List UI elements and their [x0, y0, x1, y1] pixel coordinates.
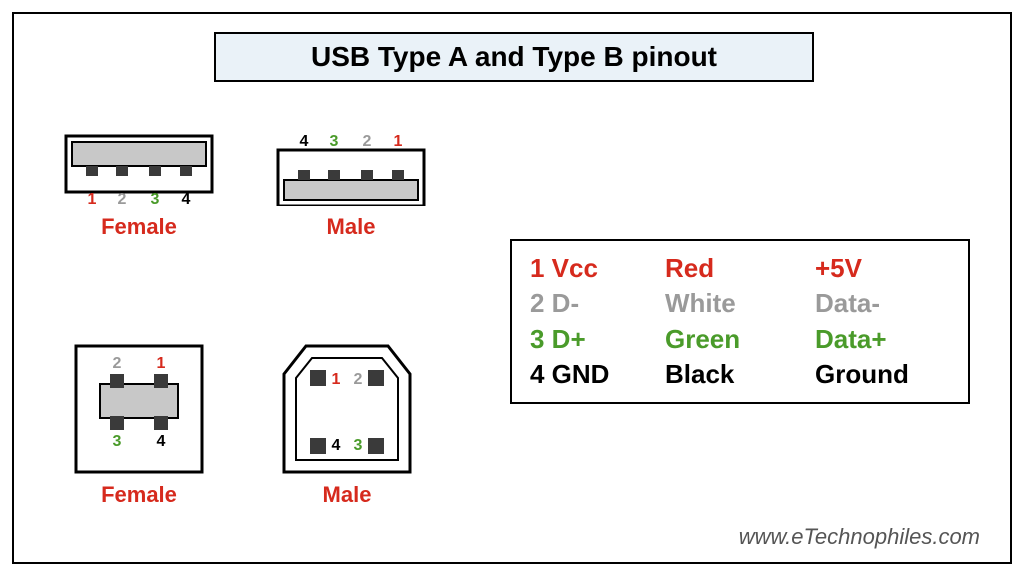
legend-pin: 2 D-: [530, 288, 665, 319]
legend-color: White: [665, 288, 815, 319]
pin-2-label: 2: [113, 355, 122, 372]
type-b-male-svg: 1 2 4 3: [282, 344, 412, 474]
type-b-female-svg: 2 1 3 4: [74, 344, 204, 474]
pin-3-label: 3: [330, 134, 339, 150]
legend-desc: Ground: [815, 359, 950, 390]
legend-color: Black: [665, 359, 815, 390]
type-a-female: 1 2 3 4 Female: [64, 134, 214, 240]
type-b-female: 2 1 3 4 Female: [74, 344, 204, 508]
legend-pin: 3 D+: [530, 324, 665, 355]
legend-color: Red: [665, 253, 815, 284]
pin-2-label: 2: [363, 134, 372, 150]
type-a-male: 4 3 2 1 Male: [276, 134, 426, 240]
male-label: Male: [323, 482, 372, 508]
pin-1-label: 1: [157, 355, 166, 372]
title-box: USB Type A and Type B pinout: [214, 32, 814, 82]
legend-row-4: 4 GND Black Ground: [530, 359, 950, 390]
pin-4-label: 4: [182, 191, 191, 206]
outer-frame: USB Type A and Type B pinout 1 2 3 4 Fem…: [12, 12, 1012, 564]
legend-desc: +5V: [815, 253, 950, 284]
legend-row-1: 1 Vcc Red +5V: [530, 253, 950, 284]
pin-1-label: 1: [394, 134, 403, 150]
pin-2-label: 2: [354, 371, 363, 388]
type-a-female-svg: 1 2 3 4: [64, 134, 214, 206]
type-b-male: 1 2 4 3 Male: [282, 344, 412, 508]
title-text: USB Type A and Type B pinout: [311, 41, 717, 73]
legend-row-2: 2 D- White Data-: [530, 288, 950, 319]
pin-4-label: 4: [300, 134, 309, 150]
pin-4-label: 4: [332, 437, 341, 454]
legend-pin: 4 GND: [530, 359, 665, 390]
watermark: www.eTechnophiles.com: [739, 524, 980, 550]
pin-1-label: 1: [88, 191, 97, 206]
pin-3-label: 3: [151, 191, 160, 206]
legend-box: 1 Vcc Red +5V 2 D- White Data- 3 D+ Gree…: [510, 239, 970, 404]
pin-3-label: 3: [113, 433, 122, 450]
pin-2-label: 2: [118, 191, 127, 206]
female-label: Female: [101, 482, 177, 508]
pin-1-label: 1: [332, 371, 341, 388]
female-label: Female: [101, 214, 177, 240]
pin-4-label: 4: [157, 433, 166, 450]
legend-pin: 1 Vcc: [530, 253, 665, 284]
pin-3-label: 3: [354, 437, 363, 454]
legend-desc: Data+: [815, 324, 950, 355]
legend-color: Green: [665, 324, 815, 355]
male-label: Male: [327, 214, 376, 240]
legend-row-3: 3 D+ Green Data+: [530, 324, 950, 355]
legend-desc: Data-: [815, 288, 950, 319]
type-a-male-svg: 4 3 2 1: [276, 134, 426, 206]
